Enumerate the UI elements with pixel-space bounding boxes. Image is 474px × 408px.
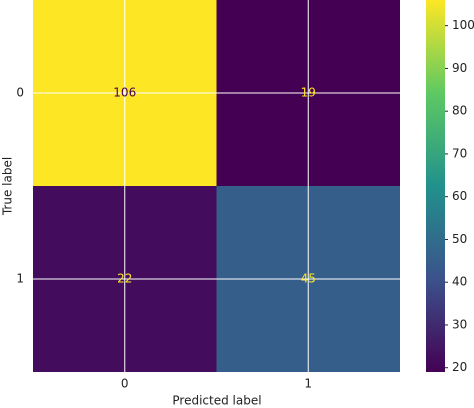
x-tick-label: 0 — [121, 377, 129, 391]
y-tick-label: 0 — [16, 86, 24, 100]
colorbar-tick-label: 30 — [452, 317, 467, 331]
x-axis-label: Predicted label — [172, 394, 261, 408]
colorbar-tick-label: 50 — [452, 232, 467, 246]
colorbar-tick-label: 20 — [452, 360, 467, 374]
cell-label: 19 — [301, 86, 316, 100]
cell-label: 45 — [301, 272, 316, 286]
colorbar — [426, 0, 445, 372]
cell-label: 22 — [117, 272, 132, 286]
colorbar-tick-label: 60 — [452, 189, 467, 203]
colorbar-tick-label: 100 — [452, 18, 474, 32]
x-tick-label: 1 — [304, 377, 312, 391]
cell-label: 106 — [113, 86, 136, 100]
colorbar-tick-label: 90 — [452, 61, 467, 75]
y-tick-label: 1 — [16, 272, 24, 286]
y-axis-label: True label — [1, 157, 15, 216]
colorbar-tick-label: 40 — [452, 275, 467, 289]
colorbar-tick-label: 70 — [452, 146, 467, 160]
colorbar-tick-label: 80 — [452, 104, 467, 118]
